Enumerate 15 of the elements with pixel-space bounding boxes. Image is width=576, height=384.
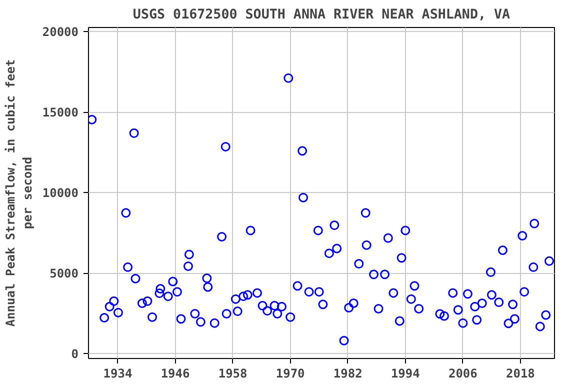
x-tick-label: 1994 — [390, 366, 420, 380]
y-tick-label: 15000 — [42, 106, 78, 120]
x-tick-label: 1970 — [276, 366, 305, 380]
x-tick-label: 1946 — [160, 366, 190, 380]
x-tick-label: 1934 — [103, 366, 132, 380]
y-axis-title: Annual Peak Streamflow, in cubic feet per second — [4, 59, 34, 327]
x-tick-label: 1958 — [218, 366, 248, 380]
y-tick-label: 5000 — [50, 266, 79, 281]
x-tick-label: 1982 — [333, 366, 362, 380]
y-tick-label: 20000 — [42, 25, 78, 40]
chart-title: USGS 01672500 SOUTH ANNA RIVER NEAR ASHLAND, VA — [132, 8, 510, 22]
x-tick-label: 2018 — [506, 366, 535, 380]
y-tick-label: 10000 — [42, 186, 78, 200]
x-tick-label: 2006 — [448, 366, 478, 380]
y-tick-label: 0 — [71, 347, 79, 362]
